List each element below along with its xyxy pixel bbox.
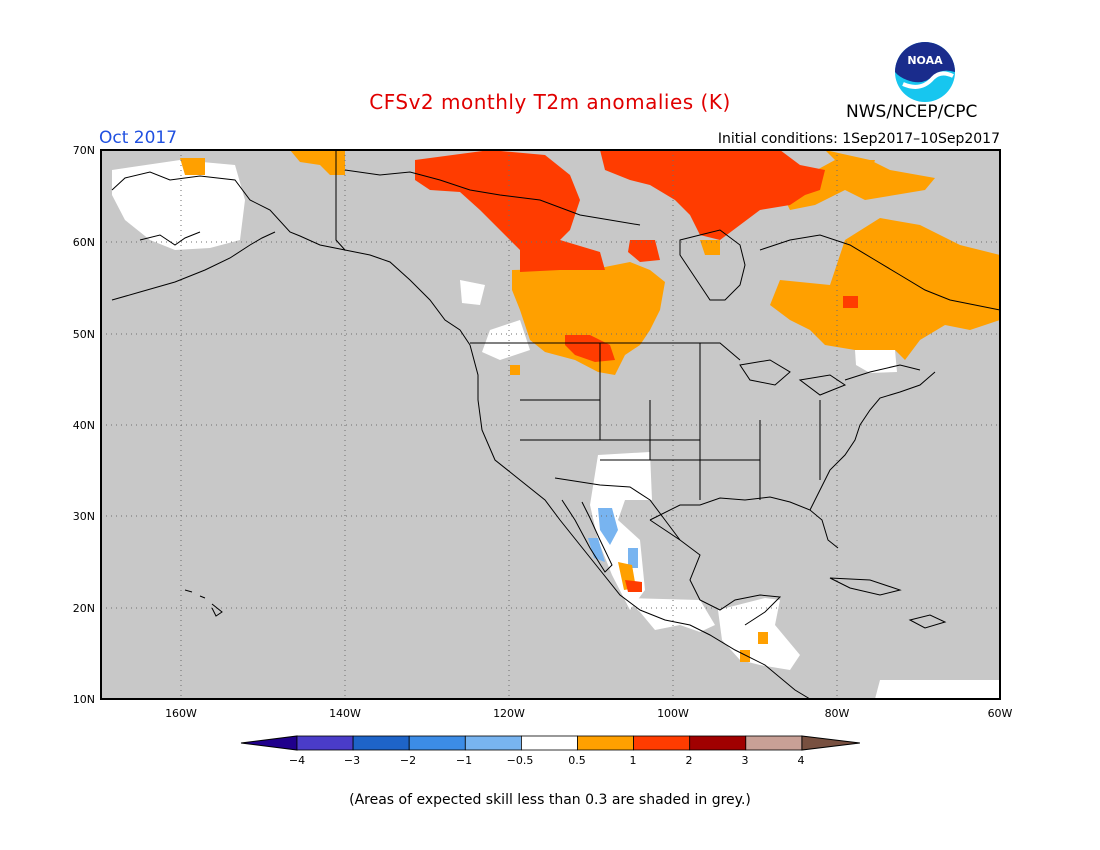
colorbar-box bbox=[577, 735, 634, 751]
colorbar-label: −1 bbox=[456, 754, 472, 767]
skill-note: (Areas of expected skill less than 0.3 a… bbox=[349, 792, 751, 808]
colorbar-box bbox=[521, 735, 578, 751]
anomaly-white-quebec bbox=[855, 350, 897, 373]
anomaly-red-mexico bbox=[625, 580, 642, 592]
anomaly-white-bc bbox=[482, 320, 530, 360]
colorbar-label: 4 bbox=[798, 754, 805, 767]
colorbar-box bbox=[296, 735, 354, 751]
initial-conditions: Initial conditions: 1Sep2017–10Sep2017 bbox=[717, 131, 1000, 147]
anomaly-white-alaska bbox=[112, 160, 245, 250]
colorbar-label: 3 bbox=[742, 754, 749, 767]
colorbar-label: 1 bbox=[630, 754, 637, 767]
anomaly-orange-baffin bbox=[780, 150, 935, 210]
colorbar-label: −4 bbox=[289, 754, 305, 767]
anomaly-lightblue-baja bbox=[588, 508, 638, 568]
colorbar-box bbox=[464, 735, 522, 751]
noaa-logo-icon: NOAA bbox=[895, 42, 955, 102]
colorbar-boxes bbox=[240, 735, 860, 751]
anomaly-orange-guatemala bbox=[740, 632, 768, 662]
lon-label: 100W bbox=[657, 707, 689, 720]
anomaly-orange-yukon bbox=[290, 150, 345, 175]
anomaly-white-pacnw bbox=[460, 280, 485, 305]
lat-label: 30N bbox=[73, 510, 95, 523]
lon-label: 60W bbox=[988, 707, 1013, 720]
map-frame bbox=[100, 149, 1001, 700]
forecast-period: Oct 2017 bbox=[99, 128, 178, 148]
colorbar-arrow-high bbox=[801, 735, 860, 751]
lat-label: 60N bbox=[73, 236, 95, 249]
colorbar-label: 0.5 bbox=[568, 754, 586, 767]
lon-label: 80W bbox=[825, 707, 850, 720]
anomaly-white-caribbean bbox=[875, 680, 1000, 699]
colorbar-label: 2 bbox=[686, 754, 693, 767]
lat-label: 20N bbox=[73, 602, 95, 615]
colorbar-box bbox=[745, 735, 803, 751]
lat-label: 10N bbox=[73, 693, 95, 706]
lon-label: 160W bbox=[165, 707, 197, 720]
organization-label: NWS/NCEP/CPC bbox=[846, 102, 978, 122]
anomaly-red-manitoba bbox=[628, 240, 660, 262]
map-title: CFSv2 monthly T2m anomalies (K) bbox=[369, 90, 731, 114]
colorbar-box bbox=[689, 735, 747, 751]
colorbar-label: −3 bbox=[344, 754, 360, 767]
colorbar-label: −2 bbox=[400, 754, 416, 767]
anomaly-regions bbox=[112, 150, 1000, 699]
anomaly-orange-prairies bbox=[512, 262, 665, 375]
anomaly-orange-alaska-north bbox=[180, 158, 205, 175]
colorbar-box bbox=[352, 735, 410, 751]
anomaly-red-quebec bbox=[843, 296, 858, 308]
lon-label: 120W bbox=[493, 707, 525, 720]
anomaly-orange-greenland bbox=[855, 160, 875, 175]
lat-labels: 70N 60N 50N 40N 30N 20N 10N bbox=[73, 144, 95, 706]
anomaly-orange-wa bbox=[510, 365, 520, 375]
colorbar-box bbox=[633, 735, 691, 751]
colorbar-box bbox=[408, 735, 466, 751]
colorbar-labels: −4 −3 −2 −1 −0.5 0.5 1 2 3 4 bbox=[289, 754, 805, 767]
anomaly-orange-hudson bbox=[700, 240, 720, 255]
anomaly-red-montana bbox=[565, 335, 615, 362]
lon-labels: 160W 140W 120W 100W 80W 60W bbox=[165, 707, 1012, 720]
coastlines bbox=[111, 150, 1000, 699]
colorbar-arrow-low bbox=[240, 735, 298, 751]
lat-label: 70N bbox=[73, 144, 95, 157]
anomaly-white-mexico bbox=[625, 598, 715, 632]
colorbar-label: −0.5 bbox=[507, 754, 534, 767]
lat-label: 40N bbox=[73, 419, 95, 432]
lat-label: 50N bbox=[73, 328, 95, 341]
anomaly-red-arctic-east bbox=[600, 150, 825, 240]
logo-text: NOAA bbox=[907, 54, 943, 67]
anomaly-red-arctic-west bbox=[415, 150, 605, 272]
anomaly-orange-east-canada bbox=[770, 218, 1000, 360]
lon-label: 140W bbox=[329, 707, 361, 720]
